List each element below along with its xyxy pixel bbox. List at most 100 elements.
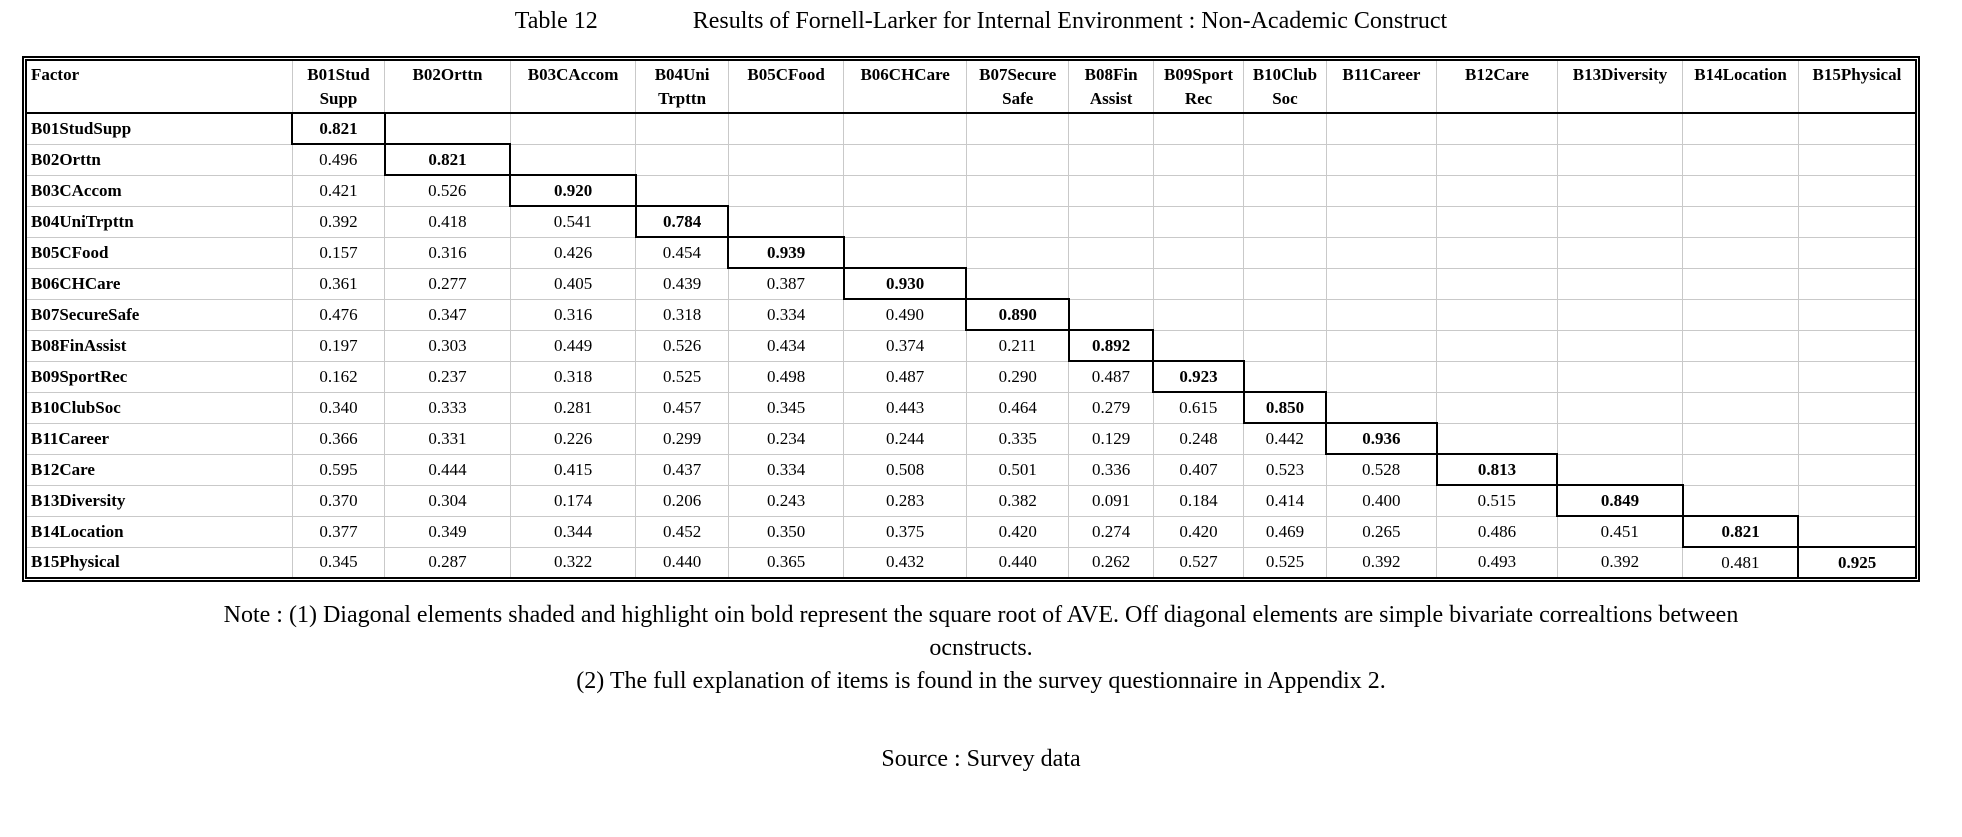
empty-cell: [1325, 298, 1438, 331]
diagonal-sqrt-ave-cell: 0.784: [634, 205, 730, 238]
empty-cell: [1152, 267, 1245, 300]
correlation-cell: 0.304: [384, 484, 511, 517]
correlation-cell: 0.432: [843, 546, 967, 579]
correlation-cell: 0.274: [1068, 515, 1154, 548]
correlation-cell: 0.387: [727, 267, 845, 300]
empty-cell: [965, 174, 1070, 207]
correlation-cell: 0.541: [509, 205, 637, 238]
correlation-cell: 0.262: [1068, 546, 1154, 579]
column-header-b08fin: B08Fin Assist: [1068, 59, 1154, 114]
row-header-b05cfood: B05CFood: [25, 236, 293, 269]
correlation-cell: 0.281: [509, 391, 637, 424]
empty-cell: [1436, 360, 1558, 393]
empty-cell: [1152, 112, 1245, 145]
correlation-cell: 0.377: [291, 515, 386, 548]
correlation-cell: 0.452: [635, 515, 729, 548]
empty-cell: [1436, 174, 1558, 207]
correlation-cell: 0.496: [291, 143, 386, 176]
empty-cell: [1556, 143, 1684, 176]
correlation-cell: 0.443: [843, 391, 967, 424]
diagonal-sqrt-ave-cell: 0.850: [1242, 391, 1328, 424]
empty-cell: [727, 143, 845, 176]
empty-cell: [1152, 298, 1245, 331]
diagonal-sqrt-ave-cell: 0.936: [1325, 422, 1438, 455]
correlation-cell: 0.525: [635, 360, 729, 393]
empty-cell: [1797, 422, 1917, 455]
empty-cell: [635, 112, 729, 145]
correlation-cell: 0.523: [1243, 453, 1327, 486]
empty-cell: [1325, 267, 1438, 300]
table-row-b13diversity: B13Diversity 0.370 0.304 0.174 0.206 0.243 0.2…: [25, 484, 1917, 517]
empty-cell: [1436, 298, 1558, 331]
table-notes: Note : (1) Diagonal elements shaded and …: [0, 599, 1962, 698]
correlation-cell: 0.415: [509, 453, 637, 486]
diagonal-sqrt-ave-cell: 0.892: [1067, 329, 1155, 362]
column-header-b11career: B11Career: [1325, 59, 1438, 114]
diagonal-sqrt-ave-cell: 0.821: [383, 143, 512, 176]
empty-cell: [1556, 360, 1684, 393]
correlation-cell: 0.370: [291, 484, 386, 517]
correlation-cell: 0.237: [384, 360, 511, 393]
empty-cell: [965, 236, 1070, 269]
correlation-cell: 0.469: [1243, 515, 1327, 548]
column-header-b15physical: B15Physical: [1797, 59, 1917, 114]
correlation-cell: 0.508: [843, 453, 967, 486]
table-caption: Results of Fornell-Larker for Internal E…: [692, 8, 1448, 34]
table-row-b05cfood: B05CFood 0.157 0.316 0.426 0.454 0.939: [25, 236, 1917, 269]
correlation-cell: 0.414: [1243, 484, 1327, 517]
correlation-cell: 0.211: [965, 329, 1070, 362]
correlation-cell: 0.442: [1243, 422, 1327, 455]
empty-cell: [727, 112, 845, 145]
correlation-cell: 0.303: [384, 329, 511, 362]
correlation-cell: 0.392: [291, 205, 386, 238]
row-header-b02orttn: B02Orttn: [25, 143, 293, 176]
table-row-b09sportrec: B09SportRec 0.162 0.237 0.318 0.525 0.498 0.48…: [25, 360, 1917, 393]
empty-cell: [1682, 267, 1799, 300]
correlation-cell: 0.440: [635, 546, 729, 579]
note-line-1: Note : (1) Diagonal elements shaded and …: [223, 602, 1739, 628]
correlation-cell: 0.595: [291, 453, 386, 486]
row-header-b15physical: B15Physical: [25, 546, 293, 579]
empty-cell: [1556, 422, 1684, 455]
empty-cell: [727, 174, 845, 207]
empty-cell: [843, 143, 967, 176]
empty-cell: [1068, 143, 1154, 176]
row-header-b09sportrec: B09SportRec: [25, 360, 293, 393]
empty-cell: [1556, 236, 1684, 269]
empty-cell: [1325, 174, 1438, 207]
correlation-cell: 0.501: [965, 453, 1070, 486]
empty-cell: [1243, 174, 1327, 207]
row-header-b10clubsoc: B10ClubSoc: [25, 391, 293, 424]
header-row: Factor B01Stud Supp B02Orttn B03CAccom B04Uni…: [25, 59, 1917, 114]
empty-cell: [1556, 205, 1684, 238]
empty-cell: [1325, 236, 1438, 269]
correlation-cell: 0.382: [965, 484, 1070, 517]
correlation-cell: 0.345: [727, 391, 845, 424]
correlation-cell: 0.420: [1152, 515, 1245, 548]
correlation-cell: 0.451: [1556, 515, 1684, 548]
correlation-cell: 0.405: [509, 267, 637, 300]
correlation-cell: 0.091: [1068, 484, 1154, 517]
row-header-b12care: B12Care: [25, 453, 293, 486]
empty-cell: [1682, 391, 1799, 424]
column-header-b13diversity: B13Diversity: [1556, 59, 1684, 114]
correlation-cell: 0.498: [727, 360, 845, 393]
row-header-b06chcare: B06CHCare: [25, 267, 293, 300]
empty-cell: [1797, 112, 1917, 145]
correlation-cell: 0.457: [635, 391, 729, 424]
correlation-cell: 0.244: [843, 422, 967, 455]
fornell-larker-table: Factor B01Stud Supp B02Orttn B03CAccom B04Uni…: [25, 59, 1917, 579]
table-row-b11career: B11Career 0.366 0.331 0.226 0.299 0.234 0.244 0…: [25, 422, 1917, 455]
table-title-row: Table 12 Results of Fornell-Larker for I…: [0, 8, 1962, 35]
correlation-cell: 0.421: [291, 174, 386, 207]
column-header-b09sport: B09Sport Rec: [1152, 59, 1245, 114]
table-row-b08finassist: B08FinAssist 0.197 0.303 0.449 0.526 0.434 0.3…: [25, 329, 1917, 362]
correlation-cell: 0.449: [509, 329, 637, 362]
correlation-cell: 0.277: [384, 267, 511, 300]
empty-cell: [843, 174, 967, 207]
correlation-cell: 0.290: [965, 360, 1070, 393]
empty-cell: [1682, 298, 1799, 331]
correlation-cell: 0.265: [1325, 515, 1438, 548]
table-row-b07securesafe: B07SecureSafe 0.476 0.347 0.316 0.318 0.334 0.…: [25, 298, 1917, 331]
table-row-b06chcare: B06CHCare 0.361 0.277 0.405 0.439 0.387 0.930: [25, 267, 1917, 300]
